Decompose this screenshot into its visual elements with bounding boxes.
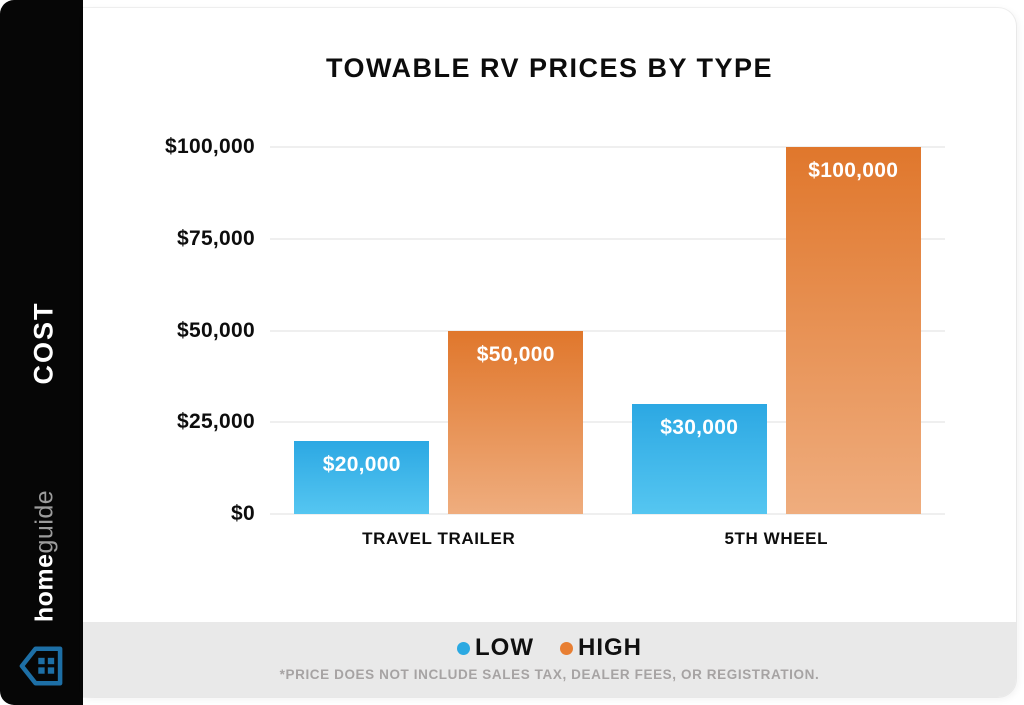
gridline xyxy=(270,146,945,148)
bar-value-label: $100,000 xyxy=(808,159,899,182)
wordmark-home: home xyxy=(30,553,59,623)
y-tick-label: $50,000 xyxy=(176,318,255,342)
bar-groups: $20,000 $50,000 TRAVEL TRAILER $30,000 $100,… xyxy=(270,147,945,548)
gridline xyxy=(270,237,945,240)
legend-label: HIGH xyxy=(577,634,642,661)
footnote: *PRICE DOES NOT INCLUDE SALES TAX, DEALE… xyxy=(279,667,820,682)
plot-area: $20,000 $50,000 TRAVEL TRAILER $30,000 $100,… xyxy=(270,146,945,548)
sidebar-cost-label: COST xyxy=(28,301,59,385)
y-tick-label: $25,000 xyxy=(176,410,255,434)
homeguide-wordmark: homeguide xyxy=(31,490,60,622)
legend-item-high: HIGH xyxy=(559,634,642,662)
bar-high-travel-trailer: $50,000 xyxy=(448,330,584,514)
bar-high-5th-wheel: $100,000 xyxy=(785,147,921,514)
gridline xyxy=(270,513,945,515)
y-axis: $100,000 $75,000 $50,000 $25,000 $0 xyxy=(83,135,255,525)
legend-label: LOW xyxy=(475,634,534,661)
y-tick-label: $0 xyxy=(231,502,255,525)
gridline xyxy=(270,421,945,424)
chart-title: TOWABLE RV PRICES BY TYPE xyxy=(325,53,774,83)
legend-item-low: LOW xyxy=(457,634,534,662)
y-tick-label: $100,000 xyxy=(165,135,255,158)
y-tick-label: $75,000 xyxy=(176,226,255,250)
chart-footer: LOW HIGH *PRICE DOES NOT INCLUDE SALES TA… xyxy=(83,622,1016,697)
bar-value-label: $20,000 xyxy=(322,452,401,476)
bar-value-label: $30,000 xyxy=(660,415,739,439)
legend-dot-low xyxy=(457,641,470,655)
category-label-5th-wheel: 5TH WHEEL xyxy=(724,529,829,548)
bar-value-label: $50,000 xyxy=(476,342,555,366)
bar-low-travel-trailer: $20,000 xyxy=(294,440,430,514)
sidebar: COST homeguide xyxy=(0,0,83,705)
bar-low-5th-wheel: $30,000 xyxy=(631,403,767,514)
bar-group-travel-trailer: $20,000 $50,000 TRAVEL TRAILER xyxy=(294,147,584,548)
homeguide-house-icon xyxy=(19,646,63,686)
category-label-travel-trailer: TRAVEL TRAILER xyxy=(362,529,516,548)
legend: LOW HIGH xyxy=(457,634,642,662)
bar-group-5th-wheel: $30,000 $100,000 5TH WHEEL xyxy=(631,147,921,548)
gridline xyxy=(270,329,945,332)
wordmark-guide: guide xyxy=(30,489,59,554)
chart-card: TOWABLE RV PRICES BY TYPE $100,000 $75,00… xyxy=(83,8,1016,697)
legend-dot-high xyxy=(559,641,573,655)
